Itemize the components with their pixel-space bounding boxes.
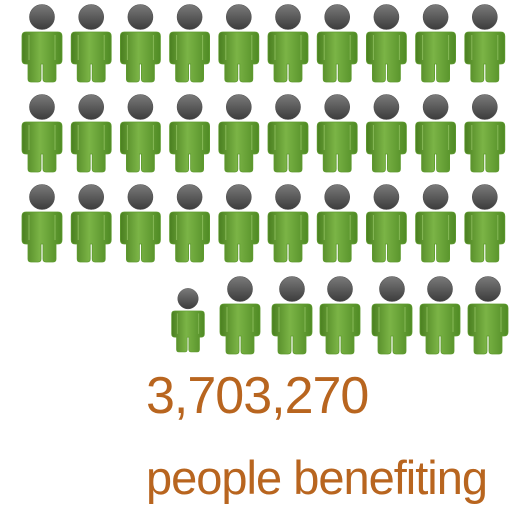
person-icon	[419, 276, 461, 355]
person-icon	[219, 276, 261, 355]
people-pictogram	[21, 4, 509, 355]
person-icon	[316, 4, 358, 83]
person-icon	[415, 184, 457, 263]
person-icon	[70, 184, 112, 263]
person-icon	[70, 4, 112, 83]
person-icon	[371, 276, 413, 355]
beneficiary-caption: people benefiting	[146, 451, 488, 504]
person-icon	[169, 184, 211, 263]
person-icon	[119, 94, 161, 173]
person-icon	[365, 184, 407, 263]
person-icon	[316, 184, 358, 263]
person-icon	[171, 288, 205, 353]
person-icon	[365, 94, 407, 173]
person-icon	[464, 4, 506, 83]
person-icon	[316, 94, 358, 173]
person-icon	[70, 94, 112, 173]
person-icon	[467, 276, 509, 355]
person-icon	[267, 4, 309, 83]
person-icon	[218, 94, 260, 173]
person-icon	[267, 94, 309, 173]
person-icon	[267, 184, 309, 263]
person-icon	[21, 184, 63, 263]
person-icon	[415, 4, 457, 83]
person-icon	[21, 94, 63, 173]
person-icon	[169, 94, 211, 173]
person-icon	[271, 276, 313, 355]
person-icon	[319, 276, 361, 355]
person-icon	[119, 184, 161, 263]
person-icon	[21, 4, 63, 83]
beneficiary-count: 3,703,270	[146, 367, 369, 425]
person-icon	[169, 4, 211, 83]
person-icon	[464, 184, 506, 263]
person-icon	[218, 184, 260, 263]
person-icon	[464, 94, 506, 173]
person-icon	[415, 94, 457, 173]
person-icon	[218, 4, 260, 83]
person-icon	[119, 4, 161, 83]
person-icon	[365, 4, 407, 83]
